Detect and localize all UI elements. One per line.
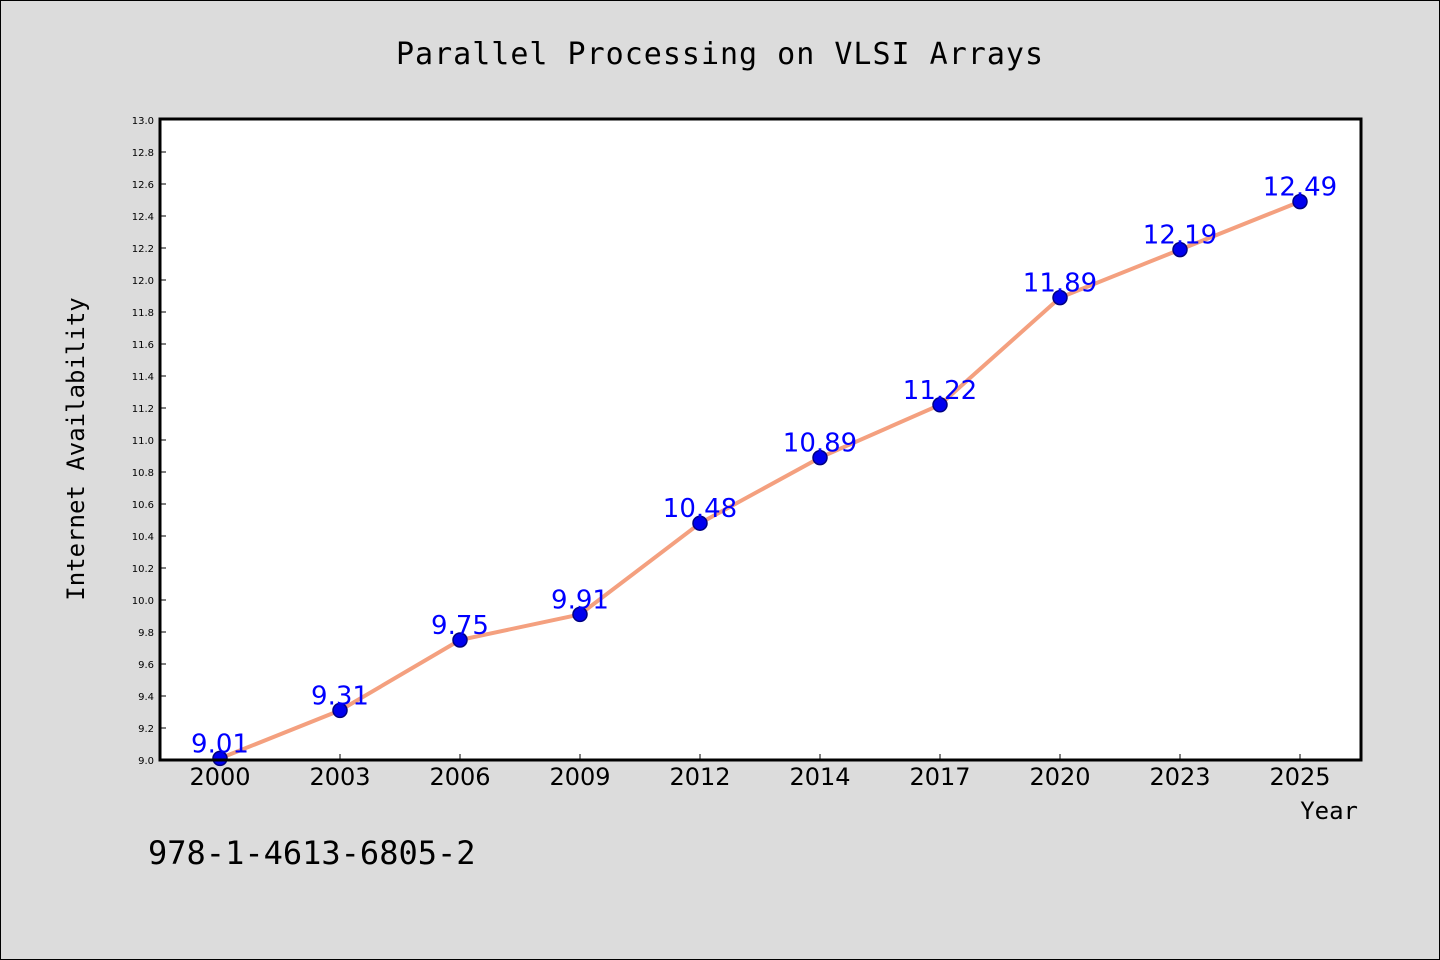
y-axis-label: Internet Availability [62,297,90,600]
series-line-group [218,199,1302,761]
data-label: 9.75 [431,611,489,641]
y-tick-label: 11.6 [132,340,154,351]
y-axis: 9.0 9.2 9.4 9.6 9.8 10.0 10.2 10.4 10.6 10.8 11.0 1… [132,116,166,767]
y-tick-label: 9.2 [138,724,154,735]
y-tick-label: 11.4 [132,372,154,383]
x-axis-label: Year [1300,797,1358,825]
series-line [218,199,1302,761]
y-tick-label: 12.0 [132,276,154,287]
plot-area [160,119,1361,760]
data-label: 11.89 [1023,269,1097,299]
y-tick-label: 11.2 [132,404,154,415]
y-tick-label: 10.2 [132,564,154,575]
x-tick-label: 2000 [189,763,250,791]
y-tick-label: 9.6 [138,660,154,671]
x-tick-label: 2003 [309,763,370,791]
x-tick-label: 2012 [669,763,730,791]
x-tick-label: 2020 [1029,763,1090,791]
plot-border [158,117,1363,762]
x-tick-label: 2009 [549,763,610,791]
data-point [1172,241,1188,258]
data-label: 9.91 [551,585,609,615]
data-labels: 9.01 9.31 9.75 9.91 10.48 10.89 11.22 11.89 12.1… [191,173,1337,760]
y-tick-label: 9.0 [138,756,154,767]
data-markers [212,193,1308,767]
x-tick-label: 2014 [789,763,850,791]
data-point [1052,289,1068,306]
data-point [932,397,948,413]
x-tick-label: 2006 [429,763,490,791]
x-tick-label: 2025 [1269,763,1330,791]
data-label: 9.31 [311,681,369,711]
data-label: 10.89 [783,429,857,459]
y-tick-label: 10.0 [132,596,154,607]
data-label: 11.22 [903,376,977,406]
data-point [452,632,468,648]
y-tick-label: 12.2 [132,244,154,255]
data-label: 12.19 [1143,221,1217,251]
y-tick-label: 9.8 [138,628,154,639]
y-tick-label: 12.8 [132,148,154,159]
y-tick-label: 13.0 [132,116,154,127]
x-tick-label: 2023 [1149,763,1210,791]
data-label: 12.49 [1263,173,1337,203]
x-axis: 2000 2003 2006 2009 2012 2014 2017 2020 2023 2025 [189,754,1331,791]
y-tick-label: 11.8 [132,308,154,319]
y-tick-label: 12.6 [132,180,154,191]
data-point [572,606,588,623]
chart-title: Parallel Processing on VLSI Arrays [396,37,1044,72]
isbn-text: 978-1-4613-6805-2 [148,834,476,872]
data-label: 10.48 [663,494,737,524]
data-point [332,702,348,719]
y-tick-label: 10.8 [132,468,154,479]
y-tick-label: 10.6 [132,500,154,511]
data-point [212,750,228,767]
data-point [812,449,828,466]
x-tick-label: 2017 [909,763,970,791]
y-tick-label: 10.4 [132,532,154,543]
y-tick-label: 11.0 [132,436,154,447]
data-label: 9.01 [191,729,249,759]
y-tick-label: 9.4 [138,692,154,703]
y-tick-label: 12.4 [132,212,154,223]
data-point [1292,193,1308,210]
data-point [692,515,708,531]
